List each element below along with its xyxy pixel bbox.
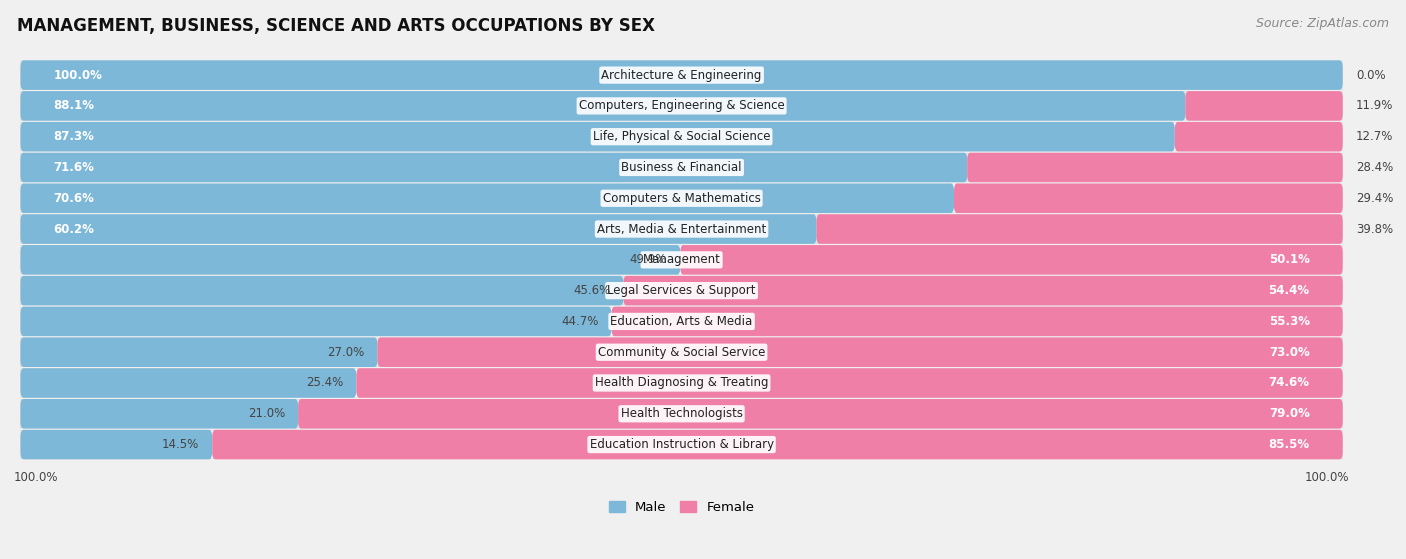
- Text: 44.7%: 44.7%: [561, 315, 599, 328]
- Text: 45.6%: 45.6%: [572, 284, 610, 297]
- FancyBboxPatch shape: [21, 153, 967, 182]
- Text: Management: Management: [643, 253, 720, 266]
- FancyBboxPatch shape: [21, 153, 1343, 182]
- Text: Life, Physical & Social Science: Life, Physical & Social Science: [593, 130, 770, 143]
- Text: Computers, Engineering & Science: Computers, Engineering & Science: [579, 100, 785, 112]
- Text: 50.1%: 50.1%: [1268, 253, 1309, 266]
- Text: 27.0%: 27.0%: [328, 345, 364, 359]
- Text: 21.0%: 21.0%: [247, 408, 285, 420]
- FancyBboxPatch shape: [21, 399, 298, 429]
- FancyBboxPatch shape: [212, 430, 1343, 459]
- FancyBboxPatch shape: [21, 430, 1343, 459]
- Text: 73.0%: 73.0%: [1270, 345, 1309, 359]
- FancyBboxPatch shape: [817, 214, 1343, 244]
- Text: Health Diagnosing & Treating: Health Diagnosing & Treating: [595, 377, 768, 390]
- Legend: Male, Female: Male, Female: [603, 496, 759, 519]
- FancyBboxPatch shape: [21, 184, 1343, 212]
- Text: 70.6%: 70.6%: [53, 192, 94, 205]
- Text: 79.0%: 79.0%: [1268, 408, 1309, 420]
- Text: 49.9%: 49.9%: [630, 253, 666, 266]
- FancyBboxPatch shape: [21, 92, 1343, 120]
- Text: 71.6%: 71.6%: [53, 161, 94, 174]
- Text: 100.0%: 100.0%: [14, 471, 58, 484]
- FancyBboxPatch shape: [21, 276, 623, 305]
- Text: MANAGEMENT, BUSINESS, SCIENCE AND ARTS OCCUPATIONS BY SEX: MANAGEMENT, BUSINESS, SCIENCE AND ARTS O…: [17, 17, 655, 35]
- Text: Architecture & Engineering: Architecture & Engineering: [602, 69, 762, 82]
- FancyBboxPatch shape: [21, 307, 1343, 335]
- Text: 74.6%: 74.6%: [1268, 377, 1309, 390]
- Text: 85.5%: 85.5%: [1268, 438, 1309, 451]
- FancyBboxPatch shape: [21, 61, 1343, 89]
- FancyBboxPatch shape: [21, 277, 1343, 305]
- FancyBboxPatch shape: [612, 307, 1343, 336]
- Text: 54.4%: 54.4%: [1268, 284, 1309, 297]
- Text: Legal Services & Support: Legal Services & Support: [607, 284, 756, 297]
- FancyBboxPatch shape: [298, 399, 1343, 429]
- FancyBboxPatch shape: [21, 215, 1343, 243]
- Text: 100.0%: 100.0%: [53, 69, 103, 82]
- Text: Community & Social Service: Community & Social Service: [598, 345, 765, 359]
- Text: 14.5%: 14.5%: [162, 438, 200, 451]
- FancyBboxPatch shape: [21, 430, 212, 459]
- FancyBboxPatch shape: [21, 245, 1343, 274]
- FancyBboxPatch shape: [1175, 122, 1343, 151]
- FancyBboxPatch shape: [377, 338, 1343, 367]
- Text: 100.0%: 100.0%: [1305, 471, 1350, 484]
- Text: 60.2%: 60.2%: [53, 222, 94, 235]
- FancyBboxPatch shape: [21, 368, 356, 398]
- Text: Education, Arts & Media: Education, Arts & Media: [610, 315, 752, 328]
- Text: 87.3%: 87.3%: [53, 130, 94, 143]
- FancyBboxPatch shape: [21, 338, 1343, 366]
- Text: Computers & Mathematics: Computers & Mathematics: [603, 192, 761, 205]
- Text: Health Technologists: Health Technologists: [620, 408, 742, 420]
- FancyBboxPatch shape: [21, 122, 1343, 151]
- Text: 55.3%: 55.3%: [1268, 315, 1309, 328]
- Text: Arts, Media & Entertainment: Arts, Media & Entertainment: [598, 222, 766, 235]
- Text: 0.0%: 0.0%: [1355, 69, 1385, 82]
- Text: 12.7%: 12.7%: [1355, 130, 1393, 143]
- FancyBboxPatch shape: [1185, 91, 1343, 121]
- FancyBboxPatch shape: [21, 400, 1343, 428]
- FancyBboxPatch shape: [955, 183, 1343, 213]
- FancyBboxPatch shape: [21, 91, 1185, 121]
- Text: 88.1%: 88.1%: [53, 100, 94, 112]
- Text: 29.4%: 29.4%: [1355, 192, 1393, 205]
- FancyBboxPatch shape: [21, 60, 1343, 90]
- FancyBboxPatch shape: [681, 245, 1343, 274]
- FancyBboxPatch shape: [21, 214, 817, 244]
- Text: 25.4%: 25.4%: [307, 377, 343, 390]
- Text: 28.4%: 28.4%: [1355, 161, 1393, 174]
- Text: Source: ZipAtlas.com: Source: ZipAtlas.com: [1256, 17, 1389, 30]
- FancyBboxPatch shape: [623, 276, 1343, 305]
- FancyBboxPatch shape: [21, 122, 1175, 151]
- Text: 11.9%: 11.9%: [1355, 100, 1393, 112]
- Text: Business & Financial: Business & Financial: [621, 161, 742, 174]
- FancyBboxPatch shape: [21, 338, 377, 367]
- FancyBboxPatch shape: [21, 307, 612, 336]
- FancyBboxPatch shape: [967, 153, 1343, 182]
- Text: 39.8%: 39.8%: [1355, 222, 1393, 235]
- FancyBboxPatch shape: [21, 245, 681, 274]
- FancyBboxPatch shape: [21, 183, 955, 213]
- FancyBboxPatch shape: [21, 369, 1343, 397]
- Text: Education Instruction & Library: Education Instruction & Library: [589, 438, 773, 451]
- FancyBboxPatch shape: [356, 368, 1343, 398]
